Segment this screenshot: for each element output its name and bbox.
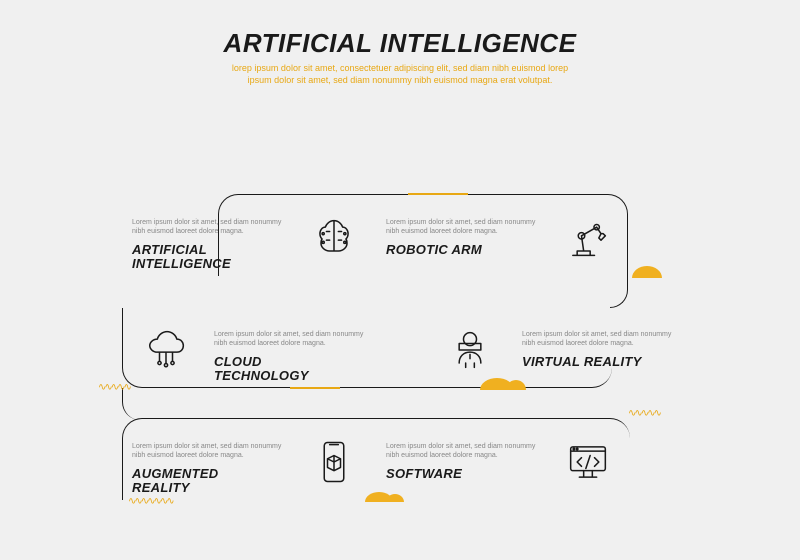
item-desc: Lorem ipsum dolor sit amet, sed diam non… [132, 442, 287, 460]
item-ar: Lorem ipsum dolor sit amet, sed diam non… [132, 442, 287, 495]
item-desc: Lorem ipsum dolor sit amet, sed diam non… [522, 330, 677, 348]
code-monitor-icon [552, 426, 624, 498]
item-label: AUGMENTEDREALITY [132, 467, 287, 496]
infographic-content: ∿∿∿∿∿ ∿∿∿∿∿∿∿ ∿∿∿∿∿ Lorem ipsum dolor si… [0, 98, 800, 538]
item-software: Lorem ipsum dolor sit amet, sed diam non… [386, 442, 541, 480]
item-desc: Lorem ipsum dolor sit amet, sed diam non… [132, 218, 287, 236]
vr-headset-icon [434, 314, 506, 386]
item-vr: Lorem ipsum dolor sit amet, sed diam non… [522, 330, 677, 368]
item-label: VIRTUAL REALITY [522, 355, 677, 369]
smartphone-ar-icon [298, 426, 370, 498]
page-title: ARTIFICIAL INTELLIGENCE [80, 28, 720, 59]
item-robotic-arm: Lorem ipsum dolor sit amet, sed diam non… [386, 218, 541, 256]
robotic-arm-icon [552, 202, 624, 274]
decor-blob [386, 494, 404, 502]
item-label: SOFTWARE [386, 467, 541, 481]
accent-mid [290, 387, 340, 389]
item-desc: Lorem ipsum dolor sit amet, sed diam non… [386, 442, 541, 460]
header: ARTIFICIAL INTELLIGENCE lorep ipsum dolo… [0, 0, 800, 98]
decor-blob [506, 380, 526, 390]
item-label: ROBOTIC ARM [386, 243, 541, 257]
cloud-icon [130, 314, 202, 386]
decor-zigzag: ∿∿∿∿∿∿∿ [128, 496, 173, 507]
item-label: ARTIFICIALINTELLIGENCE [132, 243, 287, 272]
item-ai: Lorem ipsum dolor sit amet, sed diam non… [132, 218, 287, 271]
accent-top [408, 193, 468, 195]
item-desc: Lorem ipsum dolor sit amet, sed diam non… [214, 330, 369, 348]
decor-zigzag: ∿∿∿∿∿ [98, 382, 130, 393]
page-subtitle: lorep ipsum dolor sit amet, consectetuer… [230, 63, 570, 86]
connector-link1 [610, 276, 628, 308]
decor-blob [632, 266, 662, 278]
item-cloud: Lorem ipsum dolor sit amet, sed diam non… [214, 330, 369, 383]
brain-icon [298, 202, 370, 274]
decor-zigzag: ∿∿∿∿∿ [628, 408, 660, 419]
item-desc: Lorem ipsum dolor sit amet, sed diam non… [386, 218, 541, 236]
item-label: CLOUDTECHNOLOGY [214, 355, 369, 384]
